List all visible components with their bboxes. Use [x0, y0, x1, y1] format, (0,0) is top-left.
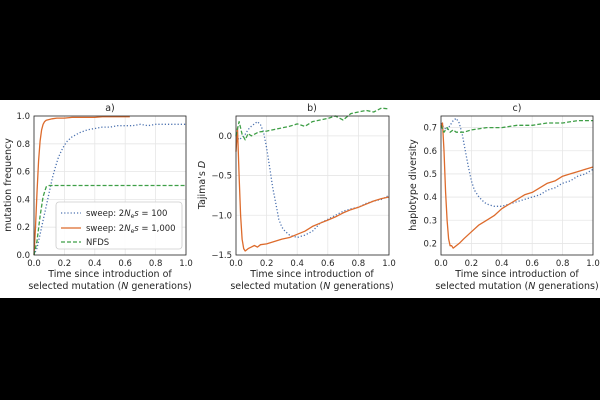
panel-b-ytick-label: −1.0	[211, 211, 232, 221]
panel-c-xtick-label: 1.0	[586, 259, 600, 269]
panel-a-xtick-label: 0.4	[88, 259, 102, 269]
panel-a-xtick-label: 0.0	[27, 259, 41, 269]
panel-a-xlabel-line1: Time since introduction of	[47, 269, 172, 280]
panel-c-ytick-label: 0.3	[423, 216, 437, 226]
panel-c-ytick-label: 0.6	[423, 147, 437, 157]
panel-b-line-nfds	[235, 107, 390, 141]
panel-a-frame	[33, 115, 187, 256]
panel-c-ytick-label: 0.5	[423, 170, 437, 180]
panel-a-xticks: 0.0 0.2 0.4 0.6 0.8 1.0	[27, 259, 193, 269]
panel-c-frame	[440, 115, 594, 256]
panel-b-xlabel-line2: selected mutation (N generations)	[230, 281, 393, 292]
panel-a-ytick-label: 0.0	[16, 251, 30, 261]
panel-c-xticks: 0.0 0.2 0.4 0.6 0.8 1.0	[434, 259, 600, 269]
panel-a-xlabel-line2: selected mutation (N generations)	[28, 281, 191, 292]
panel-a-line-sweep-1000	[33, 116, 130, 256]
panel-b-ytick-label: −0.5	[211, 172, 232, 182]
panel-a-title: a)	[105, 103, 115, 114]
panel-a-ytick-label: 0.8	[16, 140, 30, 150]
panel-b-ytick-label: 0.0	[218, 132, 232, 142]
panel-c-xtick-label: 0.0	[434, 259, 448, 269]
panel-c-ytick-label: 0.4	[423, 193, 437, 203]
panel-b-xticks: 0.0 0.2 0.4 0.6 0.8 1.0	[229, 259, 396, 269]
panel-a-ylabel: mutation frequency	[3, 138, 14, 232]
panel-b-xtick-label: 0.8	[352, 259, 366, 269]
panel-a-yticks: 0.0 0.2 0.4 0.6 0.8 1.0	[16, 112, 30, 261]
panel-c-ytick-label: 0.2	[423, 239, 437, 249]
panel-c: 0.0 0.2 0.4 0.6 0.8 1.0 0.2 0.3 0.4 0.5 0.6 0.7 c)…	[408, 103, 600, 292]
panel-a-xtick-label: 0.8	[149, 259, 163, 269]
panel-a-ytick-label: 0.2	[16, 223, 30, 233]
panel-c-xtick-label: 0.2	[465, 259, 479, 269]
legend-label-nfds: NFDS	[86, 238, 109, 248]
panel-b-series	[235, 107, 390, 252]
panel-b-ytick-label: −1.5	[211, 251, 232, 261]
panel-b-ylabel: Tajima's D	[197, 161, 208, 210]
panel-b-xtick-label: 0.4	[290, 259, 304, 269]
panel-c-xlabel-line2: selected mutation (N generations)	[435, 281, 598, 292]
panel-c-yticks: 0.2 0.3 0.4 0.5 0.6 0.7	[423, 124, 437, 250]
panel-c-line-sweep-1000	[440, 122, 594, 249]
panel-b-title: b)	[307, 103, 317, 114]
panel-c-line-nfds	[440, 119, 593, 133]
panel-c-title: c)	[513, 103, 522, 114]
legend-box	[55, 201, 183, 250]
panel-c-xtick-label: 0.8	[556, 259, 570, 269]
panel-a-xtick-label: 1.0	[179, 259, 193, 269]
legend-label-sweep-1000: sweep: 2Nes = 1,000	[86, 224, 176, 235]
panel-b-yticks: 0.0 −0.5 −1.0 −1.5	[211, 132, 232, 261]
panel-b-xtick-label: 0.2	[260, 259, 274, 269]
panel-b-xlabel-line1: Time since introduction of	[249, 269, 374, 280]
panel-b-xtick-label: 1.0	[382, 259, 396, 269]
panel-b: 0.0 0.2 0.4 0.6 0.8 1.0 0.0 −0.5 −1.0 −1.5 b) Ta…	[197, 103, 396, 292]
panel-b-xtick-label: 0.0	[229, 259, 243, 269]
panel-a: 0.0 0.2 0.4 0.6 0.8 1.0 0.0 0.2 0.4 0.6 0.8 1.0 a)…	[3, 103, 193, 292]
panel-c-series	[440, 117, 594, 249]
panel-a-line-nfds	[33, 184, 186, 256]
panel-c-xtick-label: 0.4	[495, 259, 509, 269]
panel-c-xtick-label: 0.6	[525, 259, 539, 269]
panel-c-ytick-label: 0.7	[423, 124, 437, 134]
panel-c-grid	[440, 116, 594, 255]
panel-a-line-sweep-100	[33, 123, 186, 256]
panel-a-xtick-label: 0.2	[58, 259, 72, 269]
legend: sweep: 2Nes = 100 sweep: 2Nes = 1,000 NF…	[55, 201, 183, 250]
panel-c-line-sweep-100	[440, 117, 594, 207]
panel-b-frame	[235, 115, 390, 256]
panel-a-ytick-label: 0.6	[16, 168, 30, 178]
panel-b-line-sweep-100	[235, 120, 390, 239]
panel-c-ylabel: haplotype diversity	[408, 139, 419, 231]
panel-a-ytick-label: 0.4	[16, 195, 30, 205]
panel-c-xlabel-line1: Time since introduction of	[454, 269, 579, 280]
panel-b-grid	[235, 116, 390, 256]
panel-b-xtick-label: 0.6	[321, 259, 335, 269]
panel-a-series	[33, 116, 186, 256]
panel-a-ytick-label: 1.0	[16, 112, 30, 122]
panel-a-xtick-label: 0.6	[118, 259, 132, 269]
panel-b-line-sweep-1000	[235, 127, 390, 252]
legend-label-sweep-100: sweep: 2Nes = 100	[86, 209, 167, 220]
